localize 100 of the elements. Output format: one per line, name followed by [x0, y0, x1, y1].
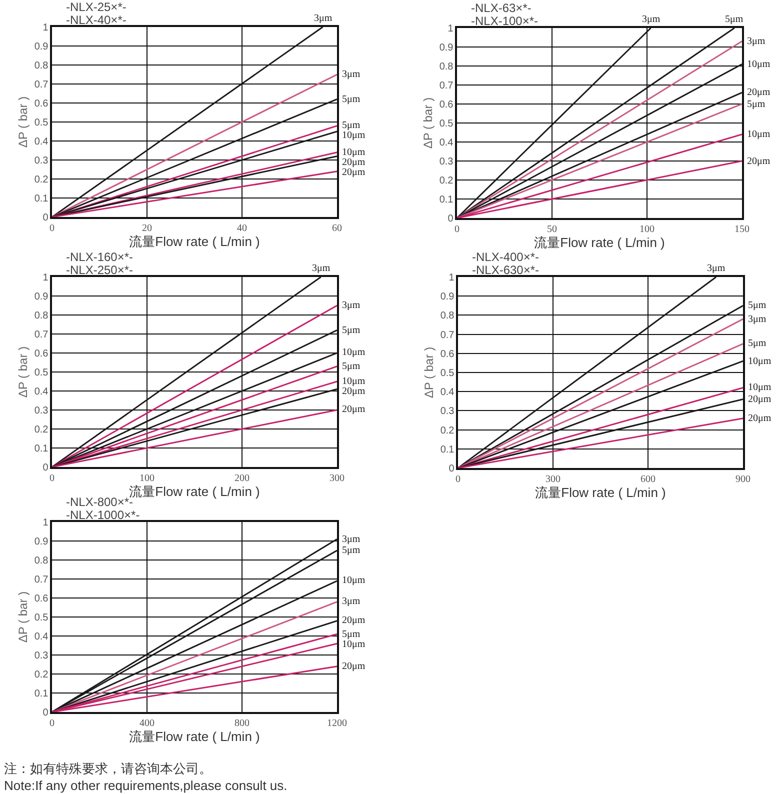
series-label: 10μm [748, 356, 772, 367]
series-label: 20μm [748, 413, 772, 424]
series-label: 5μm [342, 120, 360, 131]
x-axis-title: 流量Flow rate ( L/min ) [534, 234, 665, 250]
y-tick-label: 0.7 [34, 574, 49, 586]
text: -NLX-400×*- [472, 250, 540, 264]
series-label: 5μm [342, 545, 360, 556]
y-tick-label: 0.1 [34, 444, 49, 454]
y-tick-label: 1 [448, 272, 455, 284]
y-tick-label: 0.1 [440, 444, 455, 456]
y-tick-label: 0.5 [34, 118, 49, 128]
series-label: 3μm [314, 13, 332, 24]
x-tick-label: 100 [640, 224, 654, 235]
series-label: 10μm [342, 147, 366, 158]
series-label: 20μm [747, 156, 770, 167]
y-tick-label: 0.9 [34, 536, 49, 548]
y-tick-label: 0.4 [34, 136, 49, 148]
y-tick-label: 0.2 [34, 670, 49, 680]
series-label: 3μm [342, 534, 360, 545]
x-axis-title: 流量Flow rate ( L/min ) [129, 484, 260, 499]
annotation: -NLX-1000×*- [66, 508, 140, 522]
series-label: 10μm [342, 639, 366, 650]
y-tick-label: 1 [448, 24, 454, 34]
x-tick-label: 100 [140, 472, 154, 484]
annotation: -NLX-630×*- [472, 263, 540, 277]
series-label: 10μm [747, 129, 770, 140]
y-tick-label: 1 [42, 22, 49, 34]
y-axis-title: ΔP ( bar ) [16, 346, 30, 398]
y-tick-label: 0.4 [440, 387, 455, 398]
series-label: 20μm [342, 386, 366, 397]
series-label: 3μm [312, 263, 330, 274]
x-axis-title: 流量Flow rate ( L/min ) [129, 728, 260, 744]
y-tick-label: 0.9 [34, 292, 49, 302]
y-tick-label: 0.7 [440, 330, 455, 341]
x-tick-label: 900 [736, 474, 750, 485]
text: -NLX-25×*- [66, 0, 126, 14]
series-label: 10μm [342, 347, 366, 358]
y-tick-label: 0.6 [34, 594, 49, 604]
x-axis-title: 流量Flow rate ( L/min ) [535, 484, 666, 500]
x-tick-label: 1200 [327, 718, 347, 729]
series-label: 20μm [342, 167, 366, 178]
series-label: 5μm [342, 94, 360, 105]
y-tick-label: 0.5 [439, 118, 454, 130]
y-tick-label: 0.2 [439, 176, 454, 186]
y-tick-label: 0.8 [439, 62, 454, 72]
y-tick-label: 0.5 [34, 612, 49, 624]
x-tick-label: 20 [142, 222, 152, 234]
series-label: 3μm [747, 36, 766, 47]
series-label: 20μm [747, 87, 770, 98]
y-tick-label: 0.6 [439, 100, 454, 110]
y-axis-title: ΔP ( bar ) [16, 96, 30, 148]
y-tick-label: 0.9 [34, 42, 49, 52]
y-tick-label: 0.6 [34, 348, 49, 360]
x-tick-label: 60 [332, 222, 342, 234]
y-tick-label: 0.6 [440, 348, 455, 360]
series-label: 5μm [748, 338, 766, 349]
annotation: -NLX-100×*- [471, 14, 538, 28]
y-tick-label: 0.2 [440, 425, 455, 436]
series-label: 20μm [342, 157, 366, 168]
series-label: 3μm [707, 263, 726, 274]
x-tick-label: 400 [140, 718, 154, 729]
series-label: 3μm [342, 69, 360, 80]
series-label: 5μm [748, 300, 766, 311]
series-label: 5μm [342, 325, 360, 336]
y-tick-label: 1 [42, 518, 49, 528]
y-tick-label: 0.8 [34, 556, 49, 566]
x-tick-label: 50 [547, 224, 557, 235]
series-label: 10μm [748, 382, 772, 393]
y-tick-label: 0.8 [34, 310, 49, 322]
y-tick-label: 0.6 [34, 98, 49, 110]
y-tick-label: 0.2 [34, 424, 49, 436]
y-tick-label: 0.4 [34, 386, 49, 398]
y-tick-label: 1 [42, 272, 49, 284]
y-tick-label: 0.3 [34, 406, 49, 416]
text: 注：如有特殊要求，请咨询本公司。 [4, 761, 212, 776]
y-tick-label: 0 [42, 212, 49, 224]
y-tick-label: 0.2 [34, 174, 49, 186]
y-tick-label: 0.9 [440, 292, 455, 303]
series-label: 20μm [748, 394, 772, 405]
y-axis-title: ΔP ( bar ) [422, 346, 436, 398]
y-tick-label: 0.7 [439, 80, 454, 92]
x-tick-label: 300 [330, 472, 344, 484]
x-tick-label: 800 [234, 718, 250, 729]
text: -NLX-160×*- [66, 250, 134, 264]
y-tick-label: 0.3 [440, 406, 455, 418]
y-tick-label: 0.8 [440, 310, 455, 322]
y-axis-title: ΔP ( bar ) [16, 591, 30, 643]
series-label: 3μm [748, 314, 766, 325]
y-tick-label: 0 [448, 214, 454, 224]
y-tick-label: 0.8 [34, 60, 49, 72]
x-tick-label: 200 [234, 472, 250, 484]
y-tick-label: 0.4 [34, 632, 49, 642]
series-label: 5μm [342, 361, 360, 372]
x-tick-label: 150 [734, 224, 750, 235]
y-tick-label: 0.3 [34, 156, 49, 166]
series-label: 3μm [642, 14, 660, 25]
series-label: 5μm [747, 99, 766, 110]
x-tick-label: 600 [640, 474, 656, 485]
x-tick-label: 40 [237, 222, 247, 234]
annotation: -NLX-250×*- [66, 263, 134, 277]
